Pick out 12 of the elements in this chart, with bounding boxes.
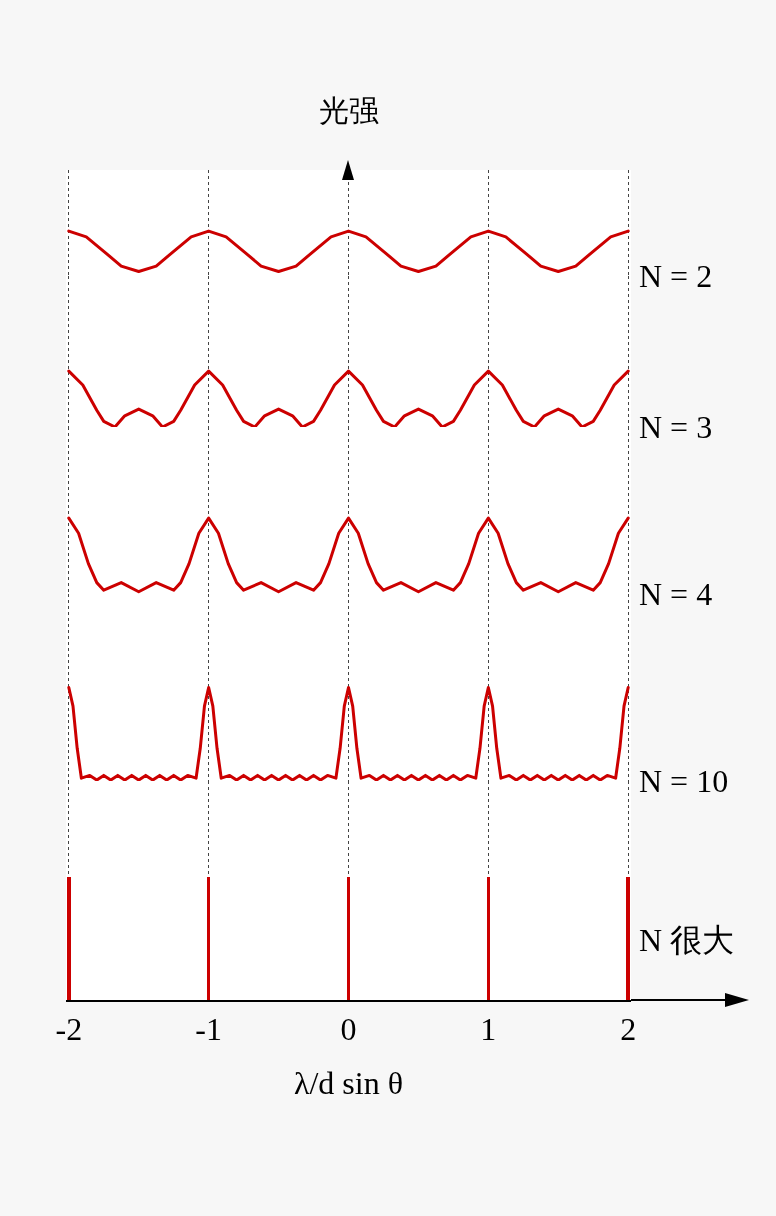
y-axis-title: 光强	[319, 93, 379, 128]
series-label: N = 3	[639, 409, 713, 445]
x-tick-label: -1	[195, 1010, 222, 1047]
series-label: N = 2	[639, 258, 713, 294]
x-tick-label: -2	[55, 1010, 83, 1047]
series-label: N = 4	[639, 576, 713, 612]
x-axis-title: λ/d sin θ	[293, 1064, 404, 1101]
x-tick-label: 0	[340, 1010, 357, 1047]
x-tick-label: 2	[620, 1010, 637, 1047]
x-tick-label: 1	[480, 1010, 497, 1047]
series-label: N = 10	[639, 763, 729, 799]
series-label: N 很大	[639, 922, 735, 958]
